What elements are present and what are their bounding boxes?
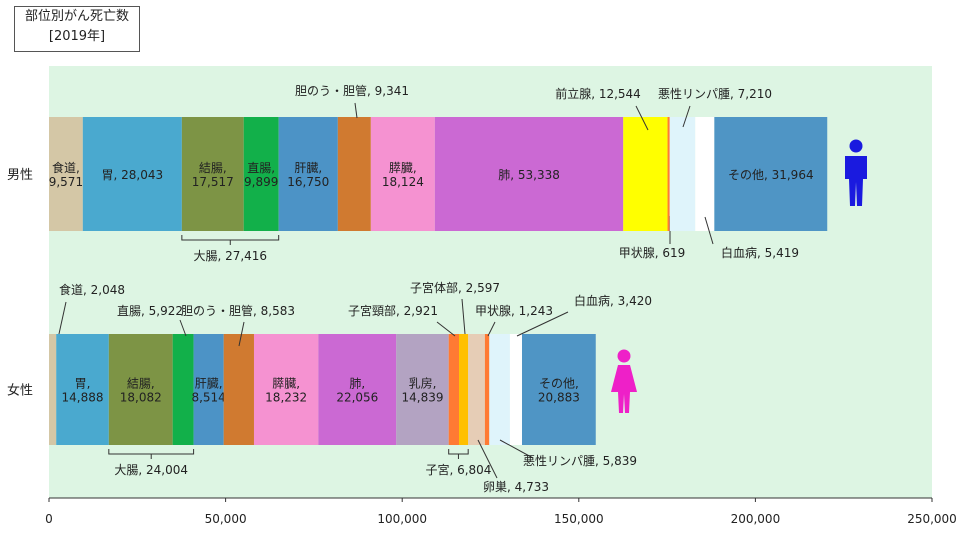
segment-label: 膵臓, 18,124 <box>382 161 424 189</box>
segment-label: 肝臓, 16,750 <box>287 161 329 189</box>
row-label: 女性 <box>7 383 33 399</box>
bar-segment <box>253 334 319 445</box>
segment-callout-label: 悪性リンパ腫, 5,839 <box>523 454 637 468</box>
group-label: 大腸, 27,416 <box>193 249 267 263</box>
x-tick-label: 50,000 <box>205 512 247 526</box>
chart-title-box: 部位別がん死亡数 [2019年] <box>14 6 140 52</box>
segment-callout-label: 胆のう・胆管, 9,341 <box>295 83 409 98</box>
bar-segment <box>318 334 397 445</box>
segment-callout-label: 前立腺, 12,544 <box>555 86 641 101</box>
leader-line <box>487 321 496 337</box>
group-label: 大腸, 24,004 <box>114 463 188 477</box>
segment-label: 結腸, 17,517 <box>192 161 234 189</box>
female-figure-icon <box>611 365 637 413</box>
bar-segment <box>489 334 510 445</box>
leader-line <box>682 105 691 128</box>
bar-segment <box>521 334 596 445</box>
leader-line <box>516 311 569 337</box>
bar-segment <box>172 334 194 445</box>
leader-line <box>499 439 534 459</box>
segment-label: 直腸, 9,899 <box>244 161 278 189</box>
segment-callout-label: 直腸, 5,922 <box>117 304 183 318</box>
leader-line <box>238 321 245 347</box>
leader-line <box>704 216 714 245</box>
segment-callout-label: 甲状腺, 619 <box>619 246 686 260</box>
bar-segment <box>448 334 460 445</box>
bar-segment <box>181 117 244 231</box>
bar-segment <box>623 117 668 231</box>
segment-label: 肺, 22,056 <box>336 376 378 404</box>
segment-label: 胃, 14,888 <box>62 376 104 404</box>
segment-callout-label: 白血病, 5,419 <box>721 245 799 260</box>
group-label: 子宮, 6,804 <box>425 462 491 477</box>
segment-label: 結腸, 18,082 <box>120 376 162 404</box>
bar-segment <box>667 117 670 231</box>
male-figure-icon <box>845 156 867 206</box>
bar-segment <box>49 117 83 231</box>
leader-line <box>461 298 466 335</box>
segment-callout-label: 卵巣, 4,733 <box>483 480 549 494</box>
segment-label: 食道, 9,571 <box>49 160 83 189</box>
segment-label: 乳房, 14,839 <box>401 375 443 404</box>
bar-segment <box>484 334 490 445</box>
male-head-icon <box>849 139 863 153</box>
bar-segment <box>434 117 624 231</box>
segment-callout-label: 胆のう・胆管, 8,583 <box>181 303 295 318</box>
bar-segment <box>459 334 469 445</box>
leader-line <box>477 439 498 479</box>
segment-callout-label: 子宮体部, 2,597 <box>410 280 500 295</box>
chart-subtitle: [2019年] <box>48 29 106 44</box>
bar-segment <box>223 334 254 445</box>
segment-callout-label: 白血病, 3,420 <box>574 293 652 308</box>
bar-segment <box>695 117 715 231</box>
bar-segment <box>337 117 371 231</box>
bar-segment <box>56 334 109 445</box>
chart-title: 部位別がん死亡数 <box>24 9 129 24</box>
x-tick-label: 150,000 <box>554 512 604 526</box>
leader-line <box>436 321 456 337</box>
segment-label: 肝臓, 8,514 <box>191 376 225 404</box>
leader-line <box>354 102 358 119</box>
segment-callout-label: 食道, 2,048 <box>59 282 125 297</box>
female-head-icon <box>617 349 631 363</box>
segment-label: 膵臓, 18,232 <box>265 376 307 404</box>
bar-segment <box>370 117 435 231</box>
row-label: 男性 <box>7 168 33 183</box>
bar-segment <box>82 117 182 231</box>
leader-line <box>179 319 187 337</box>
x-tick-label: 250,000 <box>907 512 957 526</box>
bar-segment <box>108 334 173 445</box>
bar-segment <box>669 117 696 231</box>
segment-label: 胃, 28,043 <box>102 168 164 182</box>
bar-segment <box>714 117 828 231</box>
segment-label: その他, 31,964 <box>728 168 814 182</box>
segment-label: その他, 20,883 <box>538 376 580 404</box>
x-tick-label: 0 <box>45 512 53 526</box>
bar-segment <box>49 334 57 445</box>
bar-segment <box>509 334 522 445</box>
x-tick-label: 200,000 <box>731 512 781 526</box>
segment-callout-label: 悪性リンパ腫, 7,210 <box>658 87 772 101</box>
bar-segment <box>243 117 279 231</box>
bar-segment <box>468 334 485 445</box>
segment-callout-label: 甲状腺, 1,243 <box>475 304 553 318</box>
segment-label: 肺, 53,338 <box>498 168 560 182</box>
bar-segment <box>396 334 449 445</box>
leader-line <box>635 105 649 131</box>
bar-segment <box>278 117 338 231</box>
x-tick-label: 100,000 <box>377 512 427 526</box>
bar-segment <box>193 334 224 445</box>
segment-callout-label: 子宮頸部, 2,921 <box>348 303 438 318</box>
